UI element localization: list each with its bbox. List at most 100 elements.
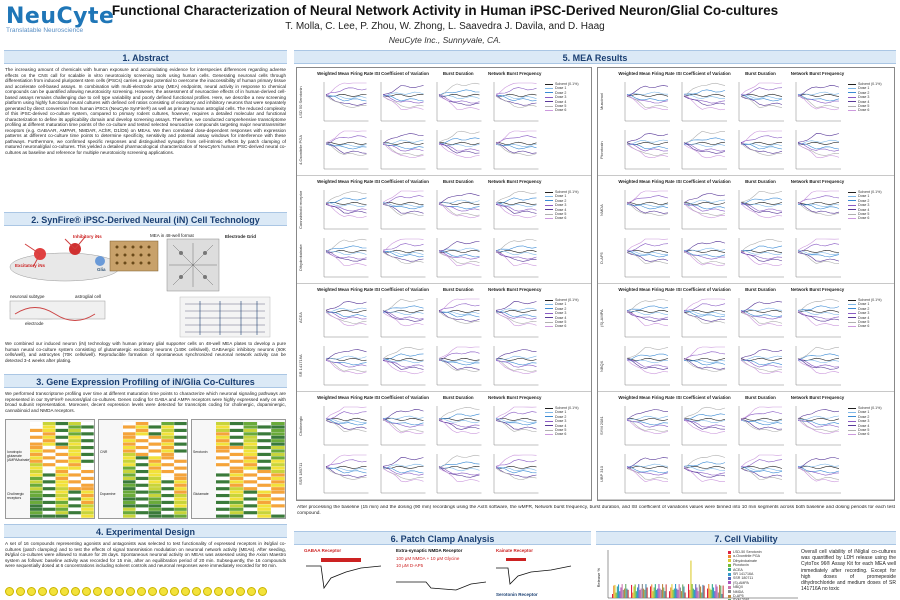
mea-dose-line xyxy=(740,355,783,361)
heatmap-cell xyxy=(161,480,174,484)
mea-mini-plot xyxy=(738,190,784,230)
heatmap-cell xyxy=(174,500,187,504)
heatmap-cell xyxy=(161,473,174,477)
heatmap-cell xyxy=(42,452,56,456)
viability-bar xyxy=(651,584,653,598)
heatmap-cell xyxy=(55,504,69,508)
mea-column-title: Weighted Mean Firing Rate xyxy=(317,287,374,292)
mea-mini-axis xyxy=(436,298,482,338)
heatmap-cell xyxy=(148,490,162,494)
mea-mini-axis xyxy=(493,298,538,338)
mea-dose-line xyxy=(438,418,480,435)
viability-chart: Release % LSD-50 Serotonin α-Oxonitrile P… xyxy=(596,548,798,600)
mea-legend-swatch xyxy=(545,321,553,323)
mea-mini-axis xyxy=(624,238,670,278)
heatmap-cell xyxy=(123,422,136,426)
viability-text: Overall cell viability of iN/glial co-cu… xyxy=(801,549,896,593)
mea-legend-entry: Solvent (0.1%) xyxy=(545,406,579,410)
heatmap-cell xyxy=(30,473,43,477)
heatmap-cell xyxy=(257,507,271,511)
mea-dose-line xyxy=(740,310,783,318)
viability-bars xyxy=(607,550,798,599)
mea-legend-swatch xyxy=(848,213,856,215)
heatmap-cell xyxy=(135,446,149,450)
mea-dose-line xyxy=(797,139,840,145)
mea-mini-axis xyxy=(681,406,727,446)
plate-well xyxy=(49,587,58,596)
mea-mini-axis xyxy=(681,190,727,230)
heatmap-cell xyxy=(216,442,230,446)
mea-legend-label: Dose 2 xyxy=(555,306,567,311)
mea-dose-line xyxy=(683,358,726,370)
mea-dose-line xyxy=(740,406,782,420)
mea-legend-swatch xyxy=(848,109,856,111)
viability-bar xyxy=(701,592,703,598)
mea-legend-label: Dose 3 xyxy=(858,203,870,208)
heatmap-cell xyxy=(174,425,187,429)
heatmap-cell xyxy=(148,473,162,477)
heatmap-cell xyxy=(161,466,174,470)
mea-legend-entry: Dose 6 xyxy=(545,216,579,220)
heatmap-cell xyxy=(55,446,69,450)
heatmap-cell xyxy=(174,507,187,511)
mea-mini-plot xyxy=(624,82,670,122)
heatmap-cell xyxy=(243,473,258,477)
mea-legend-swatch xyxy=(545,83,553,85)
heatmap-cell xyxy=(148,504,162,508)
mea-mini-axis xyxy=(436,130,482,170)
viability-bar xyxy=(614,584,616,598)
viability-bar xyxy=(679,587,681,598)
mea-dose-line xyxy=(626,190,668,204)
heatmap-cell xyxy=(243,511,258,515)
heatmap-cell xyxy=(174,476,187,480)
mea-compound-text: Cannabinoid receptor xyxy=(298,190,303,230)
heatmap-cell xyxy=(216,480,230,484)
mea-dose-line xyxy=(382,468,424,483)
mea-dose-line xyxy=(683,310,726,316)
heatmap-cell xyxy=(161,487,174,491)
heatmap-cell xyxy=(271,490,285,494)
heatmap-cell xyxy=(271,428,285,432)
mea-dose-line xyxy=(382,250,424,255)
heatmap-cell xyxy=(243,487,258,491)
mea-dose-line xyxy=(683,420,726,428)
viability-bar xyxy=(721,593,723,598)
viability-legend-swatch xyxy=(728,581,731,585)
mea-dose-line xyxy=(626,96,669,108)
mea-legend-swatch xyxy=(848,425,856,427)
heatmap-cell xyxy=(55,452,69,456)
mea-dose-line xyxy=(325,82,367,97)
heatmap-cell xyxy=(148,422,162,426)
plate-well xyxy=(126,587,135,596)
mea-dose-line xyxy=(683,249,726,253)
mea-compound-label: Muscimol xyxy=(598,78,608,126)
mea-mini-axis xyxy=(681,346,727,386)
heatmap-cell xyxy=(68,442,81,446)
heatmap-cell xyxy=(68,439,81,443)
mea-dose-line xyxy=(325,245,367,252)
mea-mini-plot xyxy=(795,454,841,494)
viability-bar xyxy=(618,584,620,598)
mea-dose-line xyxy=(797,310,840,320)
mea-dose-line xyxy=(683,303,726,311)
mea-column-title: Burst Duration xyxy=(745,395,776,400)
viability-bar xyxy=(703,585,705,598)
mea-dose-line xyxy=(495,142,537,154)
heatmap-cell xyxy=(243,480,258,484)
heatmap-cell xyxy=(123,507,136,511)
viability-legend: LSD-50 Serotonin α-Oxonitrile PGA Dihydrok… xyxy=(728,550,762,600)
heatmap-cell xyxy=(271,459,285,463)
heatmap-cell xyxy=(68,470,81,474)
mea-dose-line xyxy=(325,95,367,102)
mea-dose-line xyxy=(382,357,424,375)
mea-dose-line xyxy=(495,95,537,102)
mea-dose-line xyxy=(740,203,783,212)
mea-dose-line xyxy=(325,95,367,108)
plate-well xyxy=(71,587,80,596)
mea-legend-label: Dose 4 xyxy=(555,315,567,320)
heatmap-cell xyxy=(229,439,244,443)
mea-mini-axis xyxy=(323,130,369,170)
mea-legend-entry: Solvent (0.1%) xyxy=(545,82,579,86)
mea-mini-plot xyxy=(380,82,425,122)
viability-bar xyxy=(640,588,642,598)
